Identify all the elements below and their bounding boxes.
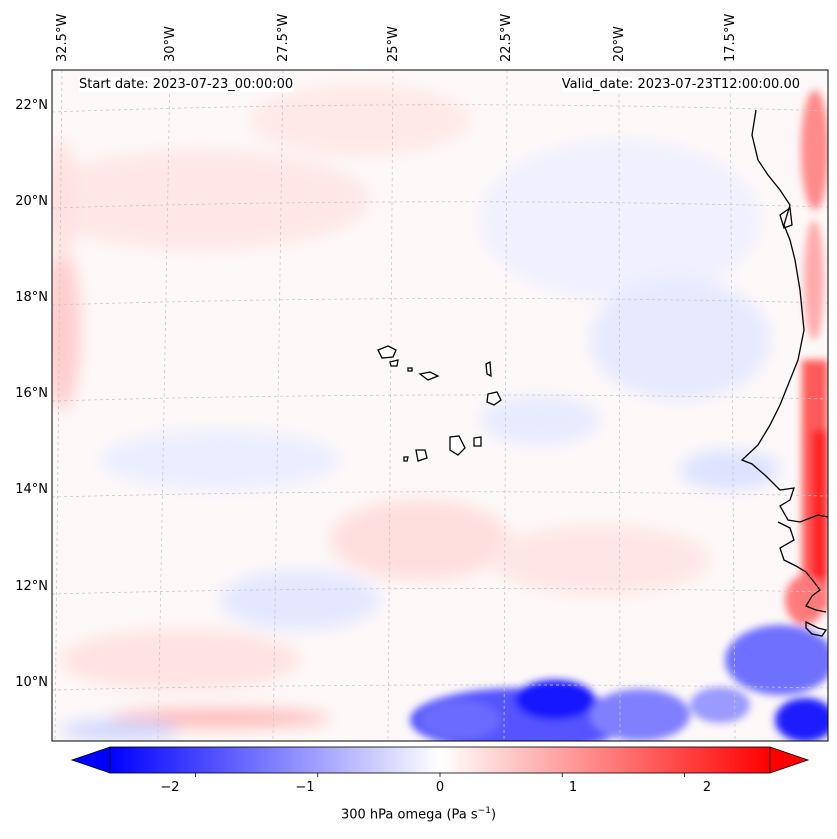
lon-tick-label: 25°W — [386, 26, 401, 62]
lat-tick-label: 20°N — [15, 194, 48, 209]
colorbar-bar — [109, 746, 771, 774]
coastline — [740, 109, 828, 637]
colorbar-title-close: ) — [490, 807, 497, 823]
colorbar-tick-label: 2 — [702, 780, 712, 795]
lon-tick-label: 32.5°W — [55, 13, 70, 62]
colorbar-tick-label: 1 — [568, 780, 578, 795]
lat-tick-label: 16°N — [15, 386, 48, 401]
lat-tick-label: 18°N — [15, 290, 48, 305]
colorbar-low-extend — [70, 746, 111, 774]
colorbar — [70, 746, 810, 777]
lat-tick-label: 12°N — [15, 579, 48, 594]
colorbar-tick-label: −2 — [160, 780, 180, 795]
colorbar-tick-label: 0 — [435, 780, 445, 795]
lon-tick-label: 17.5°W — [723, 13, 738, 62]
colorbar-high-extend — [769, 746, 810, 774]
valid-date-label: Valid_date: 2023-07-23T12:00:00.00 — [561, 77, 800, 92]
gridlines — [52, 70, 828, 741]
start-date-label: Start date: 2023-07-23_00:00:00 — [79, 77, 294, 92]
lat-tick-label: 14°N — [15, 482, 48, 497]
colorbar-title-unit-exponent: −1 — [477, 806, 491, 816]
lat-tick-label: 10°N — [15, 675, 48, 690]
omega-field — [52, 70, 828, 741]
lon-tick-label: 20°W — [612, 26, 627, 62]
lon-tick-label: 30°W — [163, 26, 178, 62]
map-frame — [51, 69, 829, 742]
lon-tick-label: 27.5°W — [276, 13, 291, 62]
cape-verde-islands — [377, 345, 502, 462]
colorbar-tick-label: −1 — [295, 780, 315, 795]
lon-tick-label: 22.5°W — [499, 13, 514, 62]
colorbar-title: 300 hPa omega (Pa s−1) — [0, 806, 837, 822]
colorbar-title-text: 300 hPa omega (Pa s — [340, 807, 478, 823]
lat-tick-label: 22°N — [15, 98, 48, 113]
